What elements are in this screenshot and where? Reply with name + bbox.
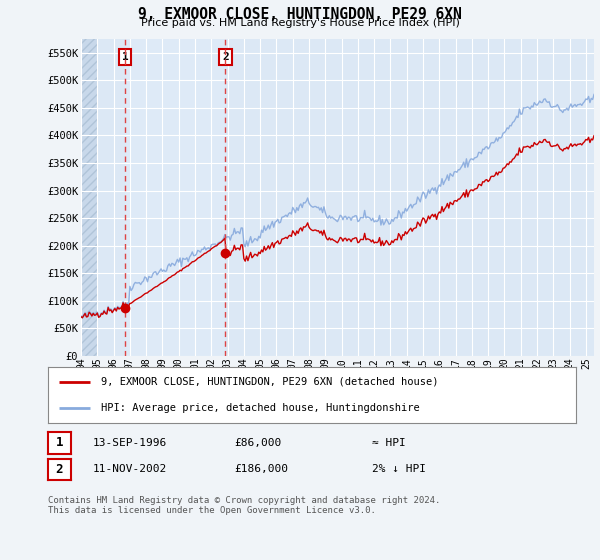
Text: £86,000: £86,000 [234, 438, 281, 448]
Text: 2% ↓ HPI: 2% ↓ HPI [372, 464, 426, 474]
Text: 2: 2 [56, 463, 63, 476]
Text: 13-SEP-1996: 13-SEP-1996 [93, 438, 167, 448]
Text: Price paid vs. HM Land Registry's House Price Index (HPI): Price paid vs. HM Land Registry's House … [140, 18, 460, 29]
Text: 9, EXMOOR CLOSE, HUNTINGDON, PE29 6XN (detached house): 9, EXMOOR CLOSE, HUNTINGDON, PE29 6XN (d… [101, 377, 438, 387]
Text: HPI: Average price, detached house, Huntingdonshire: HPI: Average price, detached house, Hunt… [101, 403, 419, 413]
Text: 1: 1 [122, 52, 128, 62]
Text: £186,000: £186,000 [234, 464, 288, 474]
Text: 1: 1 [56, 436, 63, 450]
Text: 2: 2 [222, 52, 229, 62]
Bar [125, 39, 226, 356]
Text: ≈ HPI: ≈ HPI [372, 438, 406, 448]
Bar [81, 39, 97, 356]
Text: 9, EXMOOR CLOSE, HUNTINGDON, PE29 6XN: 9, EXMOOR CLOSE, HUNTINGDON, PE29 6XN [138, 7, 462, 22]
Text: Contains HM Land Registry data © Crown copyright and database right 2024.
This d: Contains HM Land Registry data © Crown c… [48, 496, 440, 515]
Text: 11-NOV-2002: 11-NOV-2002 [93, 464, 167, 474]
